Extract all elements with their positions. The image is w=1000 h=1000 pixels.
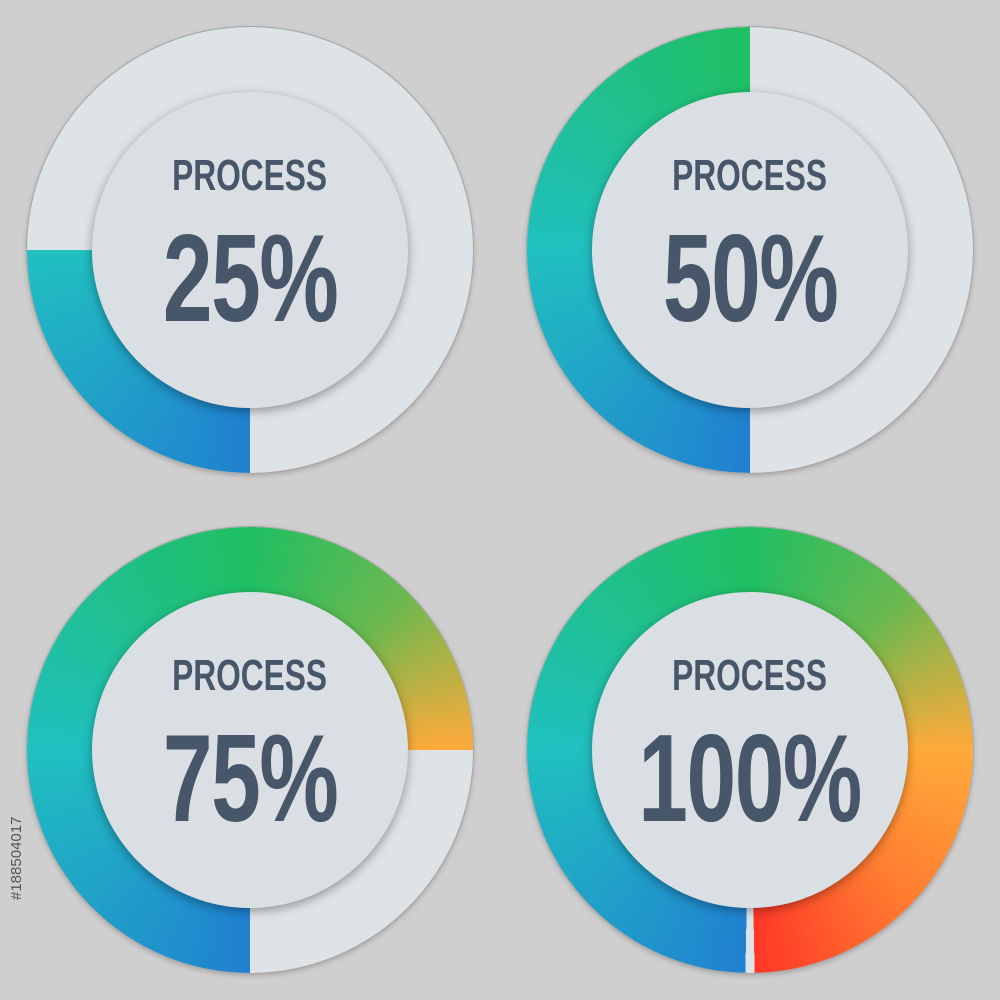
gauge-value: 25% [162,210,339,348]
gauge-label: PROCESS [672,151,828,200]
gauge-value: 100% [638,710,863,848]
gauge-value: 50% [662,210,839,348]
gauge-label: PROCESS [672,651,828,700]
gauge-center: PROCESS 25% [92,92,408,408]
gauge-value: 75% [162,710,339,848]
gauge-center: PROCESS 50% [592,92,908,408]
gauge-center: PROCESS 100% [592,592,908,908]
progress-gauge: PROCESS 100% [527,527,973,973]
gauge-label: PROCESS [172,651,328,700]
progress-gauge: PROCESS 75% [27,527,473,973]
progress-gauge: PROCESS 50% [527,27,973,473]
gauge-center: PROCESS 75% [92,592,408,908]
stock-id: #188504017 [8,816,25,900]
gauge-label: PROCESS [172,151,328,200]
progress-gauge: PROCESS 25% [27,27,473,473]
